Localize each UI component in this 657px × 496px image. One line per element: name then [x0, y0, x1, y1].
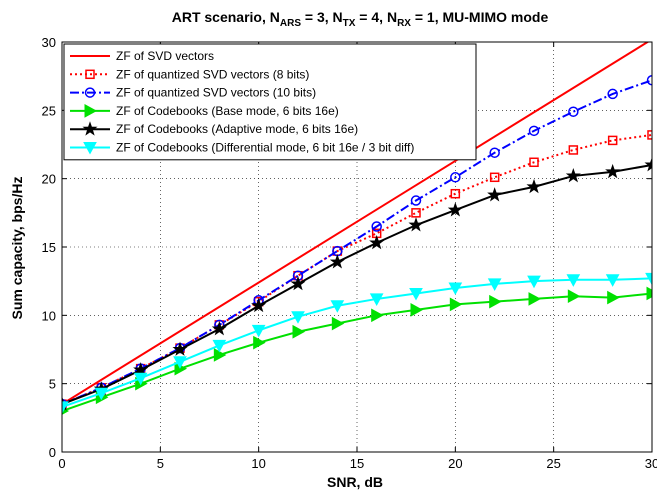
- title-part-3: = 4, N: [355, 9, 397, 25]
- y-tick-label-1: 5: [49, 377, 56, 392]
- x-axis-label: SNR, dB: [327, 474, 383, 490]
- x-tick-label-1: 5: [157, 456, 164, 471]
- title-sub-tx: TX: [343, 18, 356, 29]
- x-tick-label-2: 10: [251, 456, 265, 471]
- x-tick-label-0: 0: [58, 456, 65, 471]
- legend-label-1: ZF of quantized SVD vectors (8 bits): [116, 67, 309, 81]
- y-tick-label-2: 10: [42, 308, 56, 323]
- legend: ZF of SVD vectors ZF of quantized SVD vec…: [64, 44, 476, 160]
- x-tick-label-4: 20: [448, 456, 462, 471]
- legend-label-2: ZF of quantized SVD vectors (10 bits): [116, 86, 316, 100]
- title-suffix: = 1, MU-MIMO mode: [411, 9, 549, 25]
- title-sub-rx: RX: [397, 18, 411, 29]
- title-sub-ars: ARS: [280, 18, 301, 29]
- x-tick-label-3: 15: [350, 456, 364, 471]
- legend-label-3: ZF of Codebooks (Base mode, 6 bits 16e): [116, 104, 339, 118]
- y-tick-label-3: 15: [42, 240, 56, 255]
- legend-label-5: ZF of Codebooks (Differential mode, 6 bi…: [116, 141, 414, 155]
- legend-label-4: ZF of Codebooks (Adaptive mode, 6 bits 1…: [116, 122, 358, 136]
- x-tick-label-6: 30: [645, 456, 657, 471]
- title-part-2: = 3, N: [301, 9, 343, 25]
- y-tick-label-0: 0: [49, 445, 56, 460]
- y-axis-label: Sum capacity, bps/Hz: [9, 177, 25, 320]
- legend-label-0: ZF of SVD vectors: [116, 49, 214, 63]
- y-tick-label-4: 20: [42, 172, 56, 187]
- legend-item-5: ZF of Codebooks (Differential mode, 6 bi…: [70, 141, 414, 155]
- y-tick-label-5: 25: [42, 103, 56, 118]
- x-tick-label-5: 25: [546, 456, 560, 471]
- title-prefix: ART scenario, N: [172, 9, 280, 25]
- y-tick-label-6: 30: [42, 35, 56, 50]
- chart-title: ART scenario, NARS = 3, NTX = 4, NRX = 1…: [172, 9, 549, 29]
